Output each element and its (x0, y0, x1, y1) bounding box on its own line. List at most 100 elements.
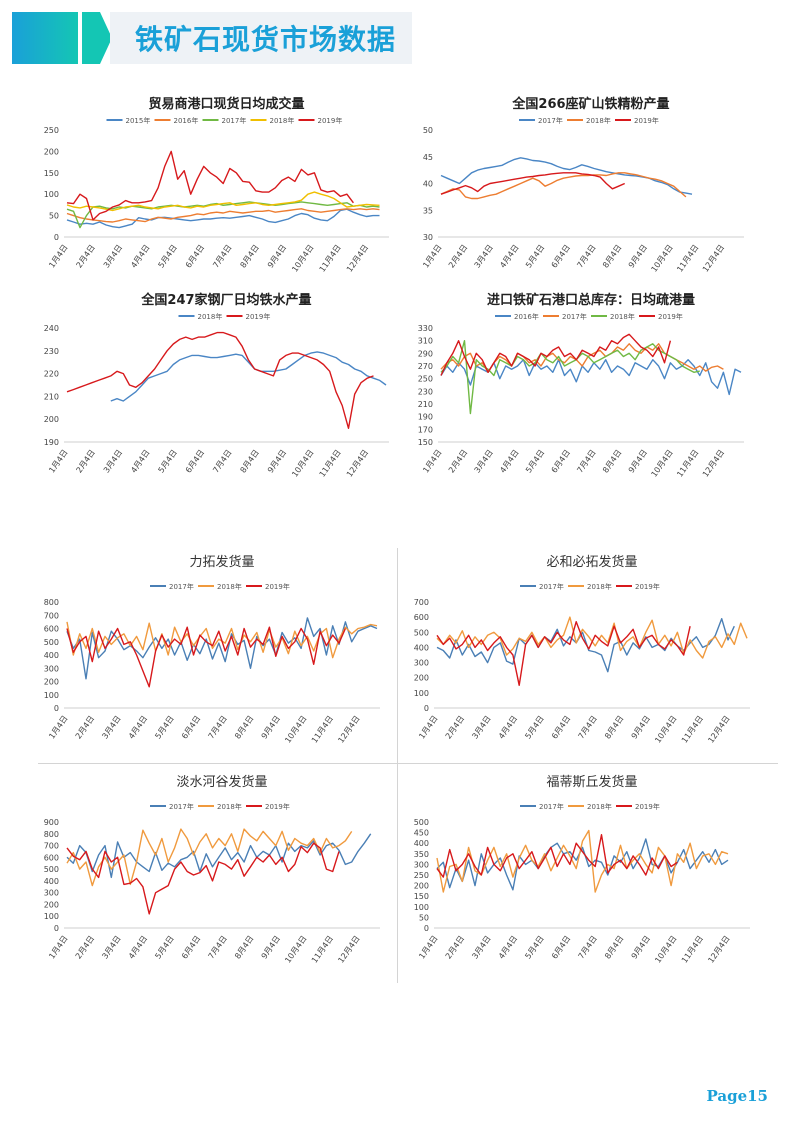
legend-label: 2019年 (265, 582, 290, 591)
y-tick-label: 40 (423, 180, 433, 189)
x-tick-label: 8月4日 (603, 934, 625, 961)
x-tick-label: 1月4日 (47, 714, 69, 741)
series-line (440, 333, 672, 376)
series-line (440, 343, 724, 373)
y-tick-label: 190 (418, 413, 433, 422)
x-tick-label: 3月4日 (473, 448, 495, 475)
y-tick-label: 500 (414, 818, 429, 827)
x-tick-label: 2月4日 (75, 448, 97, 475)
series-line (440, 340, 700, 415)
chart-rio-tinto-shipments: 力拓发货量 2017年 2018年 2019年 0 100 200 300 400 500 600 7… (44, 554, 380, 745)
x-tick-label: 1月4日 (47, 448, 69, 475)
x-tick-label: 5月4日 (523, 714, 545, 741)
x-tick-label: 2月4日 (74, 934, 96, 961)
header-stripe-left (12, 12, 78, 64)
x-tick-label: 4月4日 (497, 934, 519, 961)
x-tick-label: 3月4日 (102, 243, 124, 270)
chart-title: 全国266座矿山铁精粉产量 (511, 96, 669, 112)
legend-label: 2019年 (265, 802, 290, 811)
y-tick-label: 310 (418, 337, 433, 346)
x-tick-label: 12月4日 (345, 243, 370, 274)
chart-panel-trade-volume: 贸易商港口现货日均成交量 2015年 2016年 2017年 2018年 2019年 0 50… (24, 92, 404, 282)
x-tick-label: 12月4日 (336, 714, 361, 745)
series-line (436, 621, 691, 686)
x-tick-label: 1月4日 (417, 714, 439, 741)
x-tick-label: 4月4日 (497, 714, 519, 741)
y-tick-label: 30 (423, 233, 433, 242)
x-tick-label: 12月4日 (701, 243, 726, 274)
x-tick-label: 9月4日 (260, 714, 282, 741)
x-tick-label: 12月4日 (345, 448, 370, 479)
x-tick-label: 10月4日 (290, 243, 315, 274)
chart-vale-shipments: 淡水河谷发货量 2017年 2018年 2019年 0 100 200 300 400 500 60… (44, 774, 380, 965)
y-tick-label: 290 (418, 349, 433, 358)
series-line (110, 351, 387, 402)
x-tick-label: 1月4日 (421, 448, 443, 475)
header-stripe-right (110, 12, 412, 64)
x-tick-label: 5月4日 (153, 714, 175, 741)
y-tick-label: 350 (414, 850, 429, 859)
x-tick-label: 3月4日 (100, 934, 122, 961)
page-title: 铁矿石现货市场数据 (135, 23, 397, 56)
x-tick-label: 9月4日 (627, 448, 649, 475)
y-tick-label: 100 (44, 912, 59, 921)
x-tick-label: 11月4日 (318, 243, 343, 274)
chart-panel-concentrate: 全国266座矿山铁精粉产量 2017年 2018年 2019年 30 35 40 45 50 1月… (404, 92, 774, 282)
x-tick-label: 10月4日 (283, 714, 308, 745)
x-tick-label: 9月4日 (266, 243, 288, 270)
x-tick-label: 7月4日 (577, 714, 599, 741)
x-tick-label: 1月4日 (47, 243, 69, 270)
x-tick-label: 8月4日 (239, 243, 261, 270)
legend-label: 2015年 (126, 116, 151, 125)
x-tick-label: 4月4日 (129, 243, 151, 270)
x-tick-label: 10月4日 (653, 714, 678, 745)
chart-panel-port-clearance: 进口铁矿石港口总库存：日均疏港量 2016年 2017年 2018年 2019年 150 1… (404, 290, 774, 490)
chart-panel-rio-tinto: 力拓发货量 2017年 2018年 2019年 0 100 200 300 400 500 600 7… (20, 548, 390, 763)
x-tick-label: 11月4日 (310, 714, 335, 745)
x-tick-label: 7月4日 (207, 714, 229, 741)
x-tick-label: 9月4日 (266, 448, 288, 475)
y-tick-label: 600 (44, 853, 59, 862)
x-tick-label: 3月4日 (470, 934, 492, 961)
legend-label: 2017年 (169, 582, 194, 591)
y-tick-label: 450 (414, 829, 429, 838)
x-tick-label: 5月4日 (524, 243, 546, 270)
x-tick-label: 8月4日 (601, 243, 623, 270)
divider-vertical (397, 548, 398, 983)
y-tick-label: 600 (414, 613, 429, 622)
x-tick-label: 5月4日 (153, 934, 175, 961)
legend-label: 2017年 (169, 802, 194, 811)
x-tick-label: 9月4日 (627, 243, 649, 270)
legend-label: 2018年 (586, 116, 611, 125)
y-tick-label: 330 (418, 324, 433, 333)
chart-concentrate-output: 全国266座矿山铁精粉产量 2017年 2018年 2019年 30 35 40 45 50 1月… (421, 96, 744, 274)
x-tick-label: 6月4日 (180, 934, 202, 961)
y-tick-label: 0 (424, 704, 429, 713)
legend-label: 2019年 (635, 802, 660, 811)
x-tick-label: 8月4日 (601, 448, 623, 475)
y-tick-label: 0 (54, 704, 59, 713)
x-tick-label: 11月4日 (318, 448, 343, 479)
series-line (66, 626, 347, 688)
y-tick-label: 700 (44, 611, 59, 620)
x-tick-label: 10月4日 (290, 448, 315, 479)
x-tick-label: 11月4日 (680, 934, 705, 965)
legend-label: 2018年 (610, 312, 635, 321)
x-tick-label: 2月4日 (444, 714, 466, 741)
x-tick-label: 9月4日 (630, 714, 652, 741)
divider-horizontal (38, 763, 778, 764)
legend-label: 2017年 (222, 116, 247, 125)
series-line (66, 208, 380, 229)
series-line (440, 172, 687, 200)
x-tick-label: 4月4日 (498, 448, 520, 475)
y-tick-label: 150 (414, 892, 429, 901)
x-tick-label: 6月4日 (184, 448, 206, 475)
series-line (436, 829, 729, 893)
x-tick-label: 5月4日 (524, 448, 546, 475)
x-tick-label: 4月4日 (127, 714, 149, 741)
legend-label: 2016年 (514, 312, 539, 321)
x-tick-label: 1月4日 (47, 934, 69, 961)
y-tick-label: 400 (44, 877, 59, 886)
x-tick-label: 8月4日 (233, 714, 255, 741)
x-tick-label: 11月4日 (680, 714, 705, 745)
